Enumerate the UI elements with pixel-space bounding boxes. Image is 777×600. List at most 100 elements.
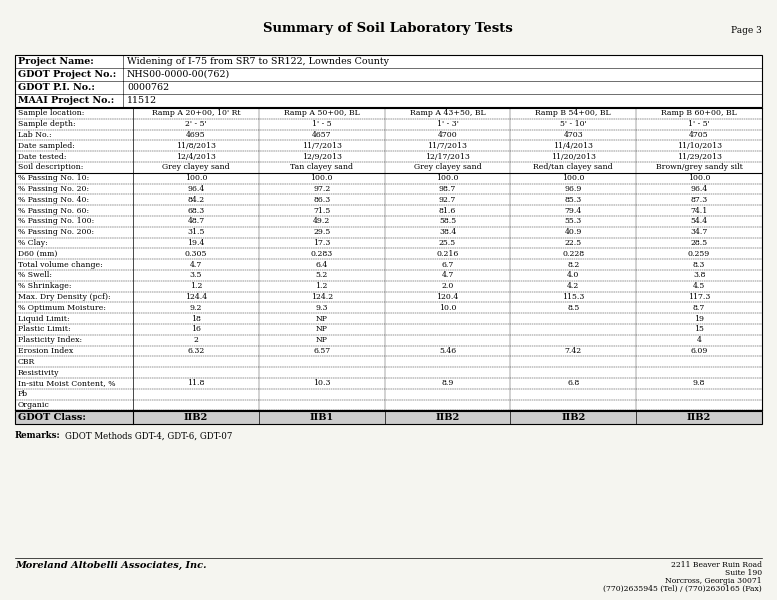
- Text: Total volume change:: Total volume change:: [18, 260, 103, 269]
- Text: 92.7: 92.7: [439, 196, 456, 204]
- Text: 120.4: 120.4: [437, 293, 458, 301]
- Text: Ramp A 20+00, 10' Rt: Ramp A 20+00, 10' Rt: [152, 109, 240, 118]
- Text: 8.3: 8.3: [693, 260, 706, 269]
- Text: Sample depth:: Sample depth:: [18, 120, 75, 128]
- Text: Remarks:: Remarks:: [15, 431, 61, 440]
- Text: 15: 15: [694, 325, 704, 334]
- Text: 85.3: 85.3: [565, 196, 582, 204]
- Text: Erosion Index: Erosion Index: [18, 347, 73, 355]
- Bar: [15, 411, 762, 424]
- Text: 1' - 5: 1' - 5: [312, 120, 332, 128]
- Text: 81.6: 81.6: [439, 206, 456, 215]
- Text: 4695: 4695: [186, 131, 206, 139]
- Text: 2211 Beaver Ruin Road: 2211 Beaver Ruin Road: [671, 561, 762, 569]
- Text: 96.9: 96.9: [565, 185, 582, 193]
- Text: Resistivity: Resistivity: [18, 368, 60, 377]
- Text: 1.2: 1.2: [190, 282, 202, 290]
- Text: Date sampled:: Date sampled:: [18, 142, 75, 150]
- Text: 6.09: 6.09: [691, 347, 708, 355]
- Text: IIB2: IIB2: [687, 413, 711, 422]
- Text: NP: NP: [315, 314, 328, 323]
- Text: 84.2: 84.2: [187, 196, 204, 204]
- Text: 74.1: 74.1: [691, 206, 708, 215]
- Text: (770)2635945 (Tel) / (770)2630165 (Fax): (770)2635945 (Tel) / (770)2630165 (Fax): [603, 585, 762, 593]
- Text: 4.7: 4.7: [190, 260, 202, 269]
- Text: IIB1: IIB1: [310, 413, 334, 422]
- Text: 8.5: 8.5: [567, 304, 580, 312]
- Text: % Passing No. 100:: % Passing No. 100:: [18, 217, 94, 226]
- Text: NP: NP: [315, 336, 328, 344]
- Text: 19.4: 19.4: [187, 239, 204, 247]
- Text: 0.228: 0.228: [563, 250, 584, 258]
- Text: 0.259: 0.259: [688, 250, 710, 258]
- Text: IIB2: IIB2: [561, 413, 585, 422]
- Text: Summary of Soil Laboratory Tests: Summary of Soil Laboratory Tests: [263, 22, 513, 35]
- Text: Brown/grey sandy silt: Brown/grey sandy silt: [656, 163, 743, 172]
- Text: 6.4: 6.4: [315, 260, 328, 269]
- Text: 34.7: 34.7: [691, 228, 708, 236]
- Text: 54.4: 54.4: [691, 217, 708, 226]
- Text: 17.3: 17.3: [313, 239, 330, 247]
- Text: CBR: CBR: [18, 358, 35, 366]
- Text: 71.5: 71.5: [313, 206, 330, 215]
- Text: 11/29/2013: 11/29/2013: [677, 152, 722, 161]
- Text: 100.0: 100.0: [436, 174, 458, 182]
- Text: 11/20/2013: 11/20/2013: [551, 152, 596, 161]
- Text: % Optimum Moisture:: % Optimum Moisture:: [18, 304, 106, 312]
- Text: GDOT P.I. No.:: GDOT P.I. No.:: [18, 83, 95, 92]
- Text: % Passing No. 60:: % Passing No. 60:: [18, 206, 89, 215]
- Text: % Shrinkage:: % Shrinkage:: [18, 282, 71, 290]
- Text: 11/7/2013: 11/7/2013: [427, 142, 468, 150]
- Text: 49.2: 49.2: [313, 217, 330, 226]
- Text: 68.3: 68.3: [187, 206, 204, 215]
- Text: 0.216: 0.216: [437, 250, 458, 258]
- Text: 5.2: 5.2: [315, 271, 328, 280]
- Text: 0.305: 0.305: [185, 250, 207, 258]
- Text: 10.3: 10.3: [313, 379, 330, 388]
- Text: IIB2: IIB2: [435, 413, 460, 422]
- Text: 1.2: 1.2: [315, 282, 328, 290]
- Text: Sample location:: Sample location:: [18, 109, 85, 118]
- Text: 86.3: 86.3: [313, 196, 330, 204]
- Text: MAAI Project No.:: MAAI Project No.:: [18, 96, 114, 105]
- Text: 100.0: 100.0: [688, 174, 710, 182]
- Text: 11512: 11512: [127, 96, 157, 105]
- Text: 11/4/2013: 11/4/2013: [553, 142, 594, 150]
- Text: Plastic Limit:: Plastic Limit:: [18, 325, 71, 334]
- Text: 4.5: 4.5: [693, 282, 706, 290]
- Text: 6.7: 6.7: [441, 260, 454, 269]
- Text: 96.4: 96.4: [187, 185, 204, 193]
- Text: 96.4: 96.4: [691, 185, 708, 193]
- Text: % Passing No. 40:: % Passing No. 40:: [18, 196, 89, 204]
- Text: Ramp B 54+00, BL: Ramp B 54+00, BL: [535, 109, 611, 118]
- Text: Red/tan clayey sand: Red/tan clayey sand: [534, 163, 613, 172]
- Bar: [15, 55, 762, 107]
- Text: 4.2: 4.2: [567, 282, 580, 290]
- Text: Ramp B 60+00, BL: Ramp B 60+00, BL: [661, 109, 737, 118]
- Text: 115.3: 115.3: [562, 293, 584, 301]
- Text: 18: 18: [191, 314, 200, 323]
- Text: 100.0: 100.0: [185, 174, 207, 182]
- Text: % Swell:: % Swell:: [18, 271, 52, 280]
- Text: 58.5: 58.5: [439, 217, 456, 226]
- Text: Lab No.:: Lab No.:: [18, 131, 51, 139]
- Text: Plasticity Index:: Plasticity Index:: [18, 336, 82, 344]
- Text: Page 3: Page 3: [731, 26, 762, 35]
- Text: 4.0: 4.0: [567, 271, 580, 280]
- Text: 8.7: 8.7: [693, 304, 706, 312]
- Text: 2' - 5': 2' - 5': [185, 120, 207, 128]
- Text: GDOT Project No.:: GDOT Project No.:: [18, 70, 117, 79]
- Text: 5.46: 5.46: [439, 347, 456, 355]
- Text: Grey clayey sand: Grey clayey sand: [413, 163, 481, 172]
- Text: 98.7: 98.7: [439, 185, 456, 193]
- Text: 9.8: 9.8: [693, 379, 706, 388]
- Text: 12/17/2013: 12/17/2013: [425, 152, 470, 161]
- Text: GDOT Methods GDT-4, GDT-6, GDT-07: GDOT Methods GDT-4, GDT-6, GDT-07: [65, 431, 232, 440]
- Text: 8.9: 8.9: [441, 379, 454, 388]
- Text: 4703: 4703: [563, 131, 584, 139]
- Text: 9.2: 9.2: [190, 304, 202, 312]
- Text: Pb: Pb: [18, 390, 28, 398]
- Text: 3.5: 3.5: [190, 271, 202, 280]
- Text: 3.8: 3.8: [693, 271, 706, 280]
- Text: 22.5: 22.5: [565, 239, 582, 247]
